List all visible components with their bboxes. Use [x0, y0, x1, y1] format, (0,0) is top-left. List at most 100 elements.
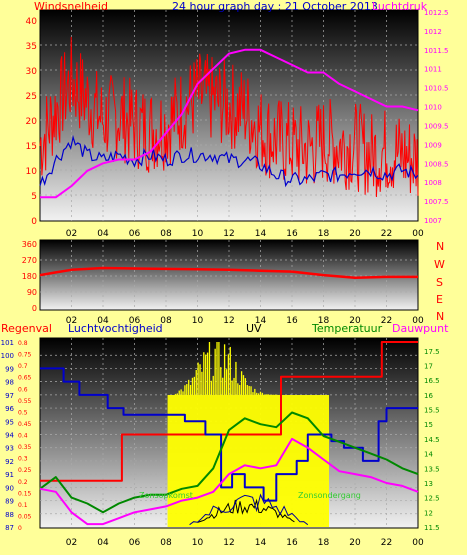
rain-y-tick: 0.25: [18, 467, 32, 474]
wind-y-tick: 35: [26, 42, 37, 52]
humidity-line: [40, 367, 418, 502]
humidity-label: Luchtvochtigheid: [68, 322, 163, 335]
x-tick-label: 22: [381, 316, 392, 326]
pressure-y-tick: 1010.5: [424, 85, 449, 93]
direction-y-tick: 90: [27, 288, 37, 297]
compass-s: S: [436, 276, 443, 289]
x-tick-label: 02: [66, 538, 77, 548]
temp-y-tick: 14.5: [424, 436, 440, 444]
x-tick-label: 08: [160, 229, 172, 239]
pressure-y-tick: 1011.5: [424, 47, 449, 55]
x-tick-label: 04: [97, 316, 109, 326]
x-tick-label: 22: [381, 229, 392, 239]
humidity-y-tick: 91: [5, 471, 14, 479]
pressure-y-tick: 1009.5: [424, 122, 449, 130]
dewpoint-line: [39, 437, 419, 526]
temp-y-tick: 11.5: [424, 524, 440, 532]
direction-y-tick: 0: [32, 304, 37, 313]
x-tick-label: 04: [97, 229, 109, 239]
x-tick-label: 00: [412, 229, 424, 239]
rain-y-tick: 0.45: [18, 421, 32, 428]
pressure-y-tick: 1008.5: [424, 160, 449, 168]
x-tick-label: 08: [160, 316, 172, 326]
x-tick-label: 20: [349, 316, 361, 326]
rain-y-tick: 0.05: [18, 513, 32, 520]
humidity-y-tick: 87: [5, 524, 14, 532]
data-lines: [39, 36, 419, 526]
x-tick-label: 02: [66, 229, 77, 239]
rain-line: [40, 341, 418, 482]
temp-y-tick: 13: [424, 480, 433, 488]
temp-y-tick: 15.5: [424, 407, 440, 415]
humidity-y-tick: 92: [5, 458, 14, 466]
wind-speed-line: [39, 134, 419, 188]
x-tick-label: 00: [412, 538, 424, 548]
sunset-label: Zonsondergang: [298, 491, 361, 500]
compass-n-bottom: N: [436, 310, 444, 323]
rain-label: Regenval: [1, 322, 52, 335]
pressure-y-tick: 1010: [424, 104, 442, 112]
wind-y-tick: 30: [26, 67, 38, 77]
temperature-line: [39, 411, 419, 514]
rain-y-tick: 0.65: [18, 375, 32, 382]
x-tick-label: 14: [255, 538, 267, 548]
wind-direction-line: [39, 266, 418, 280]
rain-y-tick: 0.1: [18, 502, 28, 509]
graph-title: 24 hour graph day : 21 October 2013: [172, 0, 378, 13]
x-tick-label: 14: [255, 316, 267, 326]
x-tick-label: 16: [286, 538, 298, 548]
temp-y-tick: 15: [424, 421, 433, 429]
x-tick-label: 18: [318, 316, 330, 326]
temp-y-tick: 16.5: [424, 377, 440, 385]
wind-y-tick: 15: [26, 142, 37, 152]
x-tick-label: 22: [381, 538, 392, 548]
x-tick-label: 12: [223, 316, 234, 326]
pressure-line: [40, 48, 419, 199]
x-tick-label: 18: [318, 538, 330, 548]
rain-y-tick: 0.8: [18, 340, 28, 347]
x-tick-label: 12: [223, 229, 234, 239]
pressure-y-tick: 1011: [424, 66, 442, 74]
pressure-y-tick: 1012: [424, 28, 442, 36]
wind-y-tick: 40: [26, 17, 38, 27]
temp-y-tick: 17.5: [424, 348, 440, 356]
uv-index-line: [197, 498, 295, 523]
wind-y-tick: 0: [31, 217, 37, 227]
rain-y-tick: 0.3: [18, 456, 28, 463]
temp-y-tick: 12.5: [424, 495, 440, 503]
tick-labels: 051015202530354010071007.510081008.51009…: [1, 9, 449, 548]
temp-y-tick: 14: [424, 451, 433, 459]
uv-label: UV: [246, 322, 262, 335]
x-tick-label: 06: [129, 229, 141, 239]
wind-speed-label: Windsnelheid: [34, 0, 108, 13]
rain-y-tick: 0.55: [18, 398, 32, 405]
pressure-label: Luchtdruk: [372, 0, 428, 13]
humidity-y-tick: 93: [5, 445, 14, 453]
humidity-y-tick: 97: [5, 392, 14, 400]
x-tick-label: 06: [129, 538, 141, 548]
rain-y-tick: 0.2: [18, 479, 28, 486]
direction-y-tick: 270: [22, 256, 37, 265]
rain-y-tick: 0.35: [18, 444, 32, 451]
dewpoint-label: Dauwpunt: [392, 322, 449, 335]
temp-y-tick: 12: [424, 509, 433, 517]
rain-y-tick: 0.7: [18, 363, 28, 370]
x-tick-label: 08: [160, 538, 172, 548]
compass-e: E: [436, 293, 443, 306]
x-tick-label: 16: [286, 229, 298, 239]
wind-y-tick: 5: [31, 192, 37, 202]
temperature-label: Temperatuur: [311, 322, 383, 335]
humidity-y-tick: 101: [1, 339, 14, 347]
rain-y-tick: 0: [18, 525, 22, 532]
humidity-y-tick: 96: [5, 405, 14, 413]
pressure-y-tick: 1012.5: [424, 9, 449, 17]
humidity-y-tick: 88: [5, 511, 14, 519]
humidity-y-tick: 94: [5, 432, 14, 440]
wind-y-tick: 25: [26, 92, 37, 102]
humidity-y-tick: 95: [5, 418, 14, 426]
x-tick-label: 10: [192, 229, 204, 239]
wind-y-tick: 20: [26, 117, 38, 127]
humidity-y-tick: 100: [1, 352, 14, 360]
pressure-y-tick: 1007.5: [424, 198, 449, 206]
